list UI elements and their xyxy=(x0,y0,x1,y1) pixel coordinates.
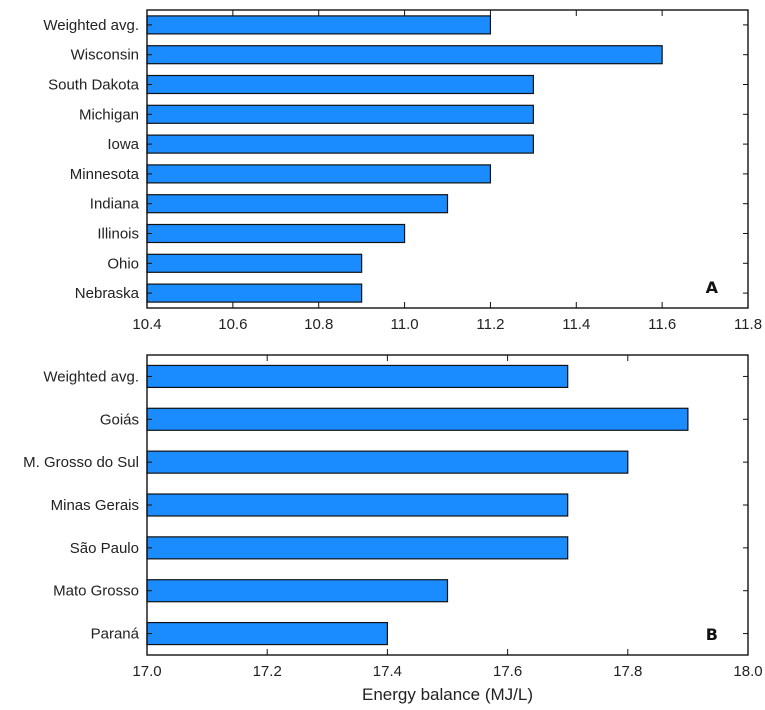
category-label: Paraná xyxy=(91,626,140,643)
bar xyxy=(146,253,363,273)
category-label: Ohio xyxy=(107,255,139,272)
category-label: Wisconsin xyxy=(71,47,139,64)
x-tick-label: 17.0 xyxy=(132,663,161,680)
bar xyxy=(146,104,534,124)
bar xyxy=(146,164,492,184)
bar xyxy=(146,74,534,95)
category-label: Illinois xyxy=(97,226,139,243)
x-tick-label: 11.0 xyxy=(391,316,419,333)
bar xyxy=(146,45,663,65)
category-label: Weighted avg. xyxy=(43,368,139,385)
bar xyxy=(146,450,629,474)
bar xyxy=(146,223,406,244)
bar xyxy=(146,15,492,35)
category-label: M. Grosso do Sul xyxy=(23,454,139,471)
category-label: Michigan xyxy=(79,106,139,123)
category-label: Iowa xyxy=(107,136,139,153)
chart-panel-a: Weighted avg. Wisconsin South Dakota Michig… xyxy=(43,9,762,333)
bar xyxy=(146,283,363,303)
bar xyxy=(146,621,388,646)
bar xyxy=(146,194,449,214)
x-tick-label: 10.6 xyxy=(218,316,247,333)
bar xyxy=(146,407,689,431)
category-label: South Dakota xyxy=(48,77,140,94)
category-label: Minas Gerais xyxy=(51,497,139,514)
bar xyxy=(146,493,569,517)
x-tick-label: 10.8 xyxy=(304,316,333,333)
x-tick-label: 11.2 xyxy=(476,316,504,333)
panel-label: B xyxy=(706,625,718,644)
bar xyxy=(146,579,449,603)
x-tick-label: 10.4 xyxy=(132,316,161,333)
plot-frame xyxy=(146,354,749,656)
plot-frame xyxy=(146,9,749,309)
x-axis-label: Energy balance (MJ/L) xyxy=(362,685,533,704)
category-label: Minnesota xyxy=(70,166,140,183)
x-tick-label: 17.6 xyxy=(493,663,522,680)
category-label: Nebraska xyxy=(75,285,140,302)
x-tick-label: 18.0 xyxy=(733,663,762,680)
category-label: Weighted avg. xyxy=(43,17,139,34)
category-label: Goiás xyxy=(100,411,139,428)
category-label: Mato Grosso xyxy=(53,583,139,600)
panel-label: A xyxy=(706,278,719,297)
x-tick-label: 11.8 xyxy=(734,316,762,333)
chart-panel-b: Weighted avg. Goiás M. Grosso do Sul Minas … xyxy=(23,354,763,704)
x-tick-label: 11.6 xyxy=(648,316,676,333)
x-tick-label: 17.4 xyxy=(373,663,402,680)
category-label: Indiana xyxy=(90,196,140,213)
bar xyxy=(146,364,569,389)
x-tick-label: 11.4 xyxy=(562,316,590,333)
bar xyxy=(146,536,569,560)
x-tick-label: 17.8 xyxy=(613,663,642,680)
bar xyxy=(146,134,534,154)
x-tick-label: 17.2 xyxy=(253,663,282,680)
category-label: São Paulo xyxy=(70,540,139,557)
